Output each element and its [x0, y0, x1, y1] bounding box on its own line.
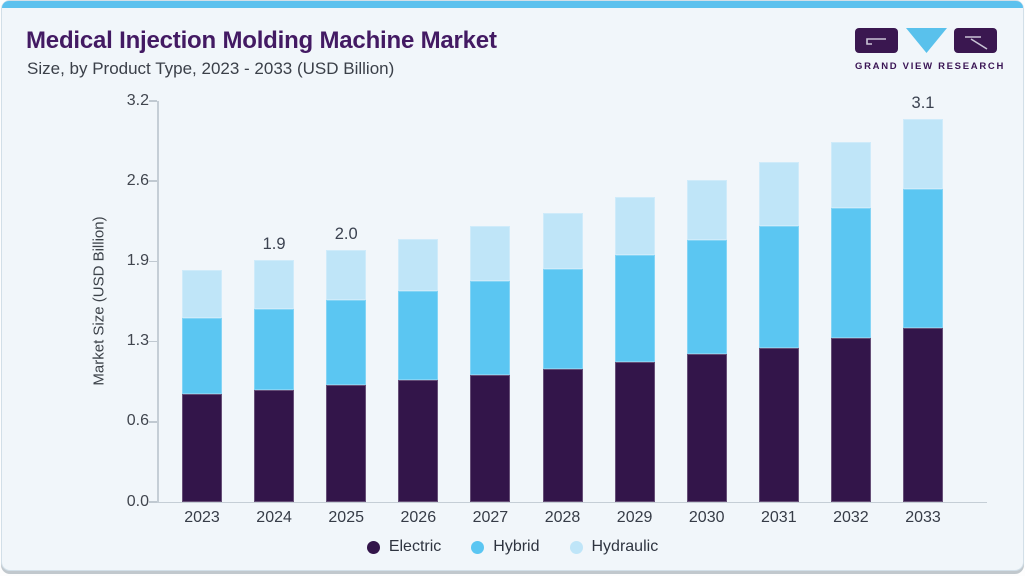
logo-shapes: [855, 28, 997, 54]
bar-total-label: 3.1: [911, 93, 935, 112]
x-axis-label: 2023: [184, 509, 220, 526]
legend-dot-icon: [471, 540, 485, 554]
bar-segment-hydraulic: [254, 260, 295, 309]
x-axis-label: 2025: [328, 509, 364, 526]
bar-segment-hydraulic: [758, 162, 799, 227]
bar-segment-hydraulic: [470, 226, 511, 282]
bar-segment-hydraulic: [182, 270, 222, 318]
bar-segment-hydraulic: [686, 179, 727, 241]
bar-segment-hybrid: [398, 291, 439, 381]
logo-v-icon: [905, 28, 947, 53]
y-axis-title: Market Size (USD Billion): [90, 216, 108, 386]
x-axis-label: 2032: [833, 509, 869, 526]
bar-segment-hybrid: [470, 281, 511, 376]
legend-label: Electric: [388, 538, 442, 555]
x-axis-label: 2024: [256, 509, 292, 526]
x-axis-label: 2033: [905, 509, 941, 526]
legend-label: Hydraulic: [591, 538, 659, 555]
bar-segment-hybrid: [182, 317, 222, 395]
bar-segment-hybrid: [903, 188, 943, 328]
y-tick-label: 2.6: [126, 171, 149, 189]
top-accent-bar: [2, 1, 1023, 8]
brand-name: GRAND VIEW RESEARCH: [855, 61, 1006, 72]
page-subtitle: Size, by Product Type, 2023 - 2033 (USD …: [27, 59, 395, 78]
y-tick-label: 0.0: [126, 492, 149, 510]
logo-r-icon: [954, 28, 997, 53]
bar-segment-hybrid: [686, 240, 727, 355]
y-tick-label: 0.6: [126, 412, 149, 430]
legend-dot-icon: [569, 540, 583, 554]
bar-total-label: 2.0: [334, 225, 358, 244]
bar-segment-electric: [903, 327, 943, 502]
bar-segment-electric: [542, 369, 583, 502]
bar-segment-hybrid: [326, 300, 367, 386]
bar-segment-electric: [470, 375, 511, 502]
bar-segment-electric: [686, 354, 727, 502]
legend-item-hydraulic: Hydraulic: [569, 538, 659, 556]
bar-segment-hybrid: [614, 255, 655, 362]
bar-segment-hydraulic: [326, 250, 367, 301]
y-tick-mark: [149, 501, 157, 503]
bar-segment-hybrid: [830, 207, 871, 338]
brand-logo: GRAND VIEW RESEARCH: [855, 28, 1006, 72]
y-tick-mark: [149, 100, 157, 102]
x-axis-label: 2029: [616, 509, 653, 526]
legend-label: Hybrid: [493, 538, 540, 555]
legend: Electric Hybrid Hydraulic: [2, 538, 1023, 556]
bar-segment-electric: [254, 390, 295, 502]
bar-segment-electric: [830, 337, 871, 502]
bar-segment-electric: [182, 394, 222, 502]
bar-segment-hydraulic: [542, 212, 583, 269]
y-tick-mark: [149, 180, 157, 182]
y-tick-mark: [149, 421, 157, 423]
bar-segment-hybrid: [758, 226, 799, 348]
bar-segment-hydraulic: [614, 197, 655, 256]
bar-segment-electric: [614, 361, 655, 502]
legend-dot-icon: [366, 540, 380, 554]
bar-segment-hybrid: [254, 309, 295, 391]
x-axis-label: 2026: [400, 509, 437, 526]
y-tick-label: 3.2: [126, 91, 149, 109]
bar-segment-hydraulic: [903, 118, 943, 189]
bar-total-label: 1.9: [262, 235, 286, 254]
x-axis-label: 2031: [761, 509, 797, 526]
legend-item-electric: Electric: [366, 538, 442, 556]
y-tick-mark: [149, 260, 157, 263]
bar-segment-hydraulic: [398, 238, 439, 292]
y-axis-line: [157, 101, 159, 502]
legend-item-hybrid: Hybrid: [471, 538, 540, 556]
y-tick-label: 1.9: [126, 251, 149, 269]
bar-segment-electric: [326, 385, 367, 502]
x-axis-line: [150, 501, 987, 503]
bar-segment-hydraulic: [830, 142, 871, 208]
x-axis-label: 2030: [688, 509, 725, 526]
y-tick-mark: [149, 340, 157, 343]
page-title: Medical Injection Molding Machine Market: [26, 27, 497, 54]
x-axis-label: 2028: [544, 509, 581, 526]
bar-segment-electric: [398, 380, 439, 502]
logo-g-icon: [855, 28, 898, 53]
bar-segment-hybrid: [542, 268, 583, 370]
x-axis-label: 2027: [472, 509, 509, 526]
bar-segment-electric: [758, 347, 799, 502]
y-tick-label: 1.3: [126, 332, 149, 350]
